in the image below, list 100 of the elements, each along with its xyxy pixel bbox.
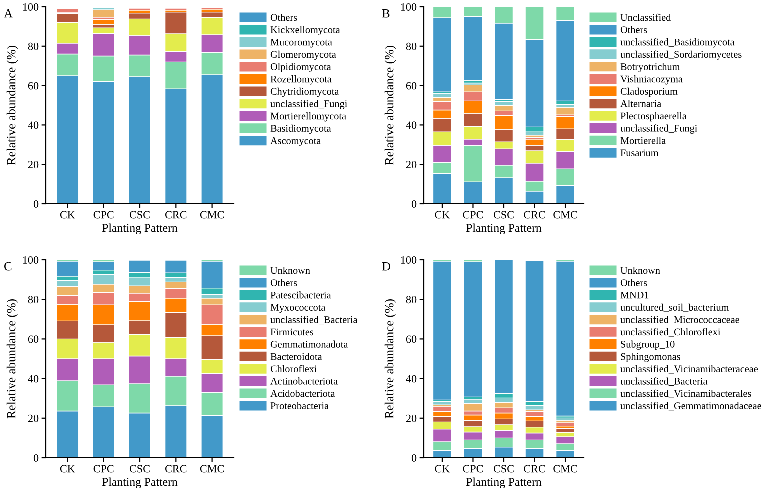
text: Unknown bbox=[620, 266, 660, 274]
text: Others bbox=[270, 279, 298, 286]
legend-label: unclassified_Bacteria bbox=[270, 316, 358, 325]
legend-label: Unclassified bbox=[620, 14, 672, 22]
y-tick-label: 100 bbox=[401, 3, 417, 11]
y-tick-label: 0 bbox=[34, 454, 39, 462]
legend-label: unclassified_Sordariomycetes bbox=[620, 50, 742, 60]
y-tick-label: 20 bbox=[28, 414, 39, 422]
y-tick-label: 20 bbox=[406, 161, 417, 169]
x-tick-label: CRC bbox=[165, 211, 187, 219]
x-axis-title: Planting Pattern bbox=[466, 478, 542, 489]
y-tick-label: 20 bbox=[406, 414, 417, 422]
text: uncultured_soil_bacterium bbox=[620, 304, 730, 312]
y-tick-label: 80 bbox=[406, 296, 417, 304]
x-tick-label: CRC bbox=[165, 465, 187, 473]
legend-label: Rozellomycota bbox=[270, 76, 332, 85]
legend-label: unclassified_Vicinamibacterales bbox=[620, 390, 752, 398]
x-tick-label: CK bbox=[435, 465, 450, 473]
legend-label: Chytridiomycota bbox=[270, 88, 340, 98]
y-tick-label: 20 bbox=[28, 161, 39, 169]
x-tick-label: CMC bbox=[554, 465, 578, 473]
legend-label: Alternaria bbox=[620, 100, 662, 108]
y-tick-label: 100 bbox=[23, 3, 39, 11]
legend-label: Kickxellomycota bbox=[270, 26, 340, 36]
x-tick-label: CK bbox=[60, 211, 76, 219]
y-axis-title: Relative abundance (%) bbox=[384, 300, 396, 419]
x-tick-label: CSC bbox=[494, 211, 514, 219]
legend-label: Sphingomonas bbox=[621, 353, 680, 362]
legend-label: Olpidiomycota bbox=[270, 63, 332, 72]
legend-label: unclassified_Fungi bbox=[270, 100, 348, 110]
text: D bbox=[382, 262, 391, 271]
legend-label: Myxococcota bbox=[270, 304, 326, 314]
legend-label: Bacteroidota bbox=[270, 353, 322, 360]
legend-label: unclassified_Bacteria bbox=[620, 378, 708, 386]
x-tick-label: CSC bbox=[494, 465, 514, 473]
text: A bbox=[4, 9, 13, 18]
y-tick-label: 60 bbox=[406, 336, 417, 344]
legend-label: Botryotrichum bbox=[620, 63, 680, 72]
x-axis-title: Planting Pattern bbox=[466, 224, 542, 235]
x-axis-title: Planting Pattern bbox=[102, 224, 178, 235]
legend-label: Cladosporium bbox=[620, 88, 678, 98]
x-tick-label: CMC bbox=[554, 211, 578, 219]
legend-label: Subgroup_10 bbox=[621, 340, 675, 350]
legend-label: Actinobacteriota bbox=[270, 378, 338, 385]
y-tick-label: 60 bbox=[28, 82, 39, 90]
legend-label: unclassified_Fungi bbox=[620, 124, 698, 134]
legend-label: Plectosphaerella bbox=[620, 112, 687, 122]
y-axis-title: Relative abundance (%) bbox=[384, 46, 396, 166]
x-tick-label: CMC bbox=[200, 465, 224, 473]
x-tick-label: CPC bbox=[463, 465, 484, 473]
legend-label: Mortierella bbox=[620, 137, 666, 144]
text: Others bbox=[620, 279, 648, 286]
legend-label: Gemmatimonadota bbox=[270, 340, 348, 348]
legend-label: Ascomycota bbox=[270, 138, 322, 146]
text: C bbox=[4, 262, 12, 271]
y-tick-label: 100 bbox=[401, 256, 417, 264]
x-tick-label: CK bbox=[60, 465, 76, 473]
y-tick-label: 60 bbox=[28, 336, 39, 344]
y-tick-label: 80 bbox=[28, 42, 39, 50]
legend-label: unclassified_Vicinamibacteraceae bbox=[620, 365, 758, 374]
y-tick-label: 0 bbox=[412, 200, 417, 208]
y-tick-label: 80 bbox=[28, 296, 39, 304]
text: MND1 bbox=[620, 292, 649, 299]
legend-label: unclassified_Basidiomycota bbox=[620, 38, 735, 48]
y-tick-label: 40 bbox=[28, 122, 39, 130]
x-tick-label: CRC bbox=[524, 211, 546, 219]
x-tick-label: CSC bbox=[130, 465, 150, 473]
legend-label: Chloroflexi bbox=[270, 365, 318, 373]
legend-label: Acidobacteriota bbox=[270, 390, 336, 398]
y-axis-title: Relative abundance (%) bbox=[6, 300, 18, 419]
legend-label: Fusarium bbox=[620, 150, 659, 157]
x-tick-label: CPC bbox=[94, 211, 114, 219]
y-tick-label: 40 bbox=[28, 375, 39, 383]
legend-label: Firmicutes bbox=[270, 328, 314, 336]
y-tick-label: 60 bbox=[406, 82, 417, 90]
text: B bbox=[382, 9, 390, 18]
legend-label: Basidiomycota bbox=[270, 124, 332, 134]
x-tick-label: CK bbox=[435, 211, 450, 219]
legend-label: Others bbox=[270, 14, 298, 22]
legend-label: unclassified_Gemmatimonadaceae bbox=[620, 402, 762, 411]
y-tick-label: 40 bbox=[406, 375, 417, 383]
legend-label: Mucoromycota bbox=[270, 38, 332, 48]
legend-label: unclassified_Chloroflexi bbox=[620, 328, 721, 337]
x-axis-title: Planting Pattern bbox=[102, 478, 178, 489]
x-tick-label: CRC bbox=[524, 465, 546, 473]
legend-label: Others bbox=[620, 26, 648, 34]
y-tick-label: 0 bbox=[412, 454, 417, 462]
x-tick-label: CPC bbox=[94, 465, 114, 473]
y-tick-label: 0 bbox=[34, 200, 39, 208]
legend-label: Glomeromycota bbox=[270, 50, 336, 60]
y-tick-label: 80 bbox=[406, 42, 417, 50]
text: Unknown bbox=[270, 266, 310, 274]
y-tick-label: 40 bbox=[406, 122, 417, 130]
legend-label: unclassified_Micrococcaceae bbox=[620, 316, 740, 324]
y-tick-label: 100 bbox=[23, 256, 39, 264]
legend-label: Proteobacteria bbox=[270, 402, 329, 410]
legend-label: Vishniacozyma bbox=[620, 76, 683, 85]
text: Patescibacteria bbox=[270, 292, 332, 299]
x-tick-label: CSC bbox=[130, 211, 150, 219]
x-tick-label: CMC bbox=[200, 211, 224, 219]
